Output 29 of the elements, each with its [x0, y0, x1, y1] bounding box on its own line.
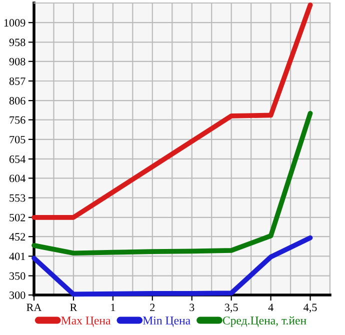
- x-tick-label: 3: [190, 304, 194, 312]
- y-tick-label: 756: [10, 116, 26, 124]
- y-tick-label: 502: [10, 214, 26, 222]
- x-tick-label: 2: [150, 304, 155, 312]
- x-tick-label: RA: [26, 304, 42, 312]
- x-tick-label: R: [70, 304, 78, 312]
- y-tick-label: 401: [9, 252, 25, 260]
- legend-label: Сред.Цена, т.йен: [222, 316, 306, 327]
- x-tick-label: 3,5: [224, 304, 238, 313]
- y-tick-label: 908: [9, 58, 26, 66]
- line-series: [32, 2, 313, 220]
- line-series: [32, 235, 313, 297]
- legend-label: Max Цена: [61, 316, 111, 327]
- x-tick-label: 1: [111, 304, 116, 312]
- x-tick-label: 4,5: [304, 304, 317, 313]
- y-tick-label: 300: [10, 291, 26, 299]
- legend-label: Min Цена: [142, 316, 190, 327]
- y-tick-label: 1009: [4, 19, 26, 27]
- y-tick-label: 654: [9, 155, 26, 163]
- y-tick-label: 604: [9, 174, 26, 182]
- y-tick-label: 857: [9, 77, 26, 85]
- line-series: [32, 110, 313, 256]
- y-tick-label: 553: [10, 194, 26, 202]
- y-tick-label: 958: [9, 38, 26, 46]
- y-tick-label: 806: [9, 97, 26, 105]
- x-tick-label: 4: [268, 304, 274, 312]
- y-tick-label: 705: [10, 136, 26, 144]
- y-tick-label: 452: [9, 233, 26, 241]
- y-tick-label: 350: [10, 272, 26, 280]
